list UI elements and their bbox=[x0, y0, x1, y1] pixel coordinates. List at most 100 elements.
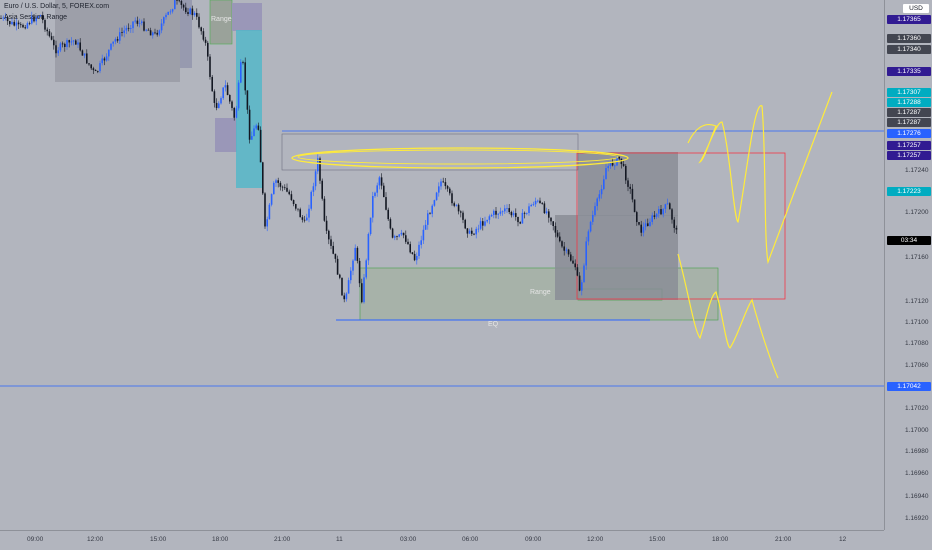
candle-body bbox=[248, 109, 251, 140]
candle-body bbox=[660, 209, 662, 215]
drawing-path-up[interactable] bbox=[687, 91, 833, 265]
drawing-ellipse-2[interactable] bbox=[297, 149, 619, 165]
candle-body bbox=[308, 208, 310, 218]
candle-body bbox=[493, 210, 495, 216]
candle-body bbox=[220, 98, 222, 104]
candle-body bbox=[490, 215, 493, 217]
candle-body bbox=[279, 182, 282, 187]
candle-body bbox=[152, 32, 154, 36]
candle-body bbox=[508, 208, 510, 213]
candle-body bbox=[270, 194, 273, 205]
drawing-ellipse[interactable] bbox=[291, 147, 629, 169]
candle-body bbox=[609, 161, 612, 167]
candle-body bbox=[559, 236, 561, 242]
candle-body bbox=[341, 277, 343, 296]
candle-body bbox=[22, 24, 24, 28]
price-tick-label: 1.17080 bbox=[905, 340, 929, 347]
candle-body bbox=[389, 219, 392, 229]
candle-body bbox=[130, 28, 132, 29]
candle-body bbox=[0, 18, 2, 19]
candle-body bbox=[244, 62, 246, 91]
candle-body bbox=[178, 0, 180, 2]
candle-body bbox=[255, 125, 257, 129]
candle-body bbox=[174, 0, 176, 10]
price-axis[interactable]: 1.17240 1.17200 1.17160 1.17120 1.17100 1.170… bbox=[884, 0, 932, 530]
price-badge: 1.17257 bbox=[887, 141, 931, 150]
candle-body bbox=[165, 14, 167, 18]
candle-body bbox=[110, 43, 112, 50]
currency-label[interactable]: USD bbox=[903, 4, 929, 13]
candle-body bbox=[15, 22, 18, 26]
time-tick-label: 15:00 bbox=[150, 536, 167, 543]
candle-body bbox=[576, 267, 579, 276]
candle-body bbox=[53, 39, 55, 46]
candle-body bbox=[68, 40, 70, 43]
candle-body bbox=[112, 41, 114, 44]
candle-body bbox=[378, 177, 381, 186]
candle-body bbox=[572, 260, 574, 264]
candle-body bbox=[627, 180, 629, 187]
price-tick-label: 1.16920 bbox=[905, 515, 929, 522]
candle-body bbox=[548, 211, 550, 218]
candle-body bbox=[449, 188, 451, 194]
candle-body bbox=[515, 213, 517, 217]
candle-body bbox=[332, 245, 334, 254]
candle-body bbox=[321, 180, 323, 199]
candle-body bbox=[147, 29, 150, 31]
candle-body bbox=[77, 42, 79, 45]
candle-body bbox=[299, 209, 301, 218]
candle-body bbox=[66, 40, 68, 47]
candle-body bbox=[380, 177, 383, 186]
chart-area[interactable]: Euro / U.S. Dollar, 5, FOREX.com Asia Se… bbox=[0, 0, 884, 530]
candle-body bbox=[563, 246, 565, 251]
symbol-title[interactable]: Euro / U.S. Dollar, 5, FOREX.com bbox=[4, 3, 110, 10]
candle-body bbox=[328, 230, 330, 240]
price-badge: 1.17365 bbox=[887, 15, 931, 24]
candle-body bbox=[17, 22, 20, 25]
candle-body bbox=[618, 156, 620, 159]
time-tick-label: 03:00 bbox=[400, 536, 417, 543]
drawing-path-down[interactable] bbox=[677, 253, 779, 379]
candle-body bbox=[167, 11, 169, 15]
candle-body bbox=[416, 256, 418, 261]
candle-body bbox=[486, 219, 488, 222]
time-axis[interactable]: 09:00 12:00 15:00 18:00 21:00 11 03:00 06:00 09:… bbox=[0, 530, 884, 550]
candle-body bbox=[675, 227, 678, 230]
candle-body bbox=[545, 211, 548, 214]
candle-body bbox=[356, 247, 359, 261]
candle-body bbox=[64, 43, 66, 47]
candle-body bbox=[44, 20, 46, 30]
candle-body bbox=[11, 21, 13, 25]
price-chart[interactable] bbox=[0, 0, 884, 530]
price-tick-label: 1.17240 bbox=[905, 167, 929, 174]
candle-body bbox=[578, 275, 581, 291]
time-tick-label: 12:00 bbox=[87, 536, 104, 543]
candle-body bbox=[534, 200, 537, 205]
candle-body bbox=[325, 220, 328, 231]
candle-body bbox=[312, 186, 315, 192]
candle-body bbox=[477, 228, 480, 230]
candle-body bbox=[226, 85, 229, 96]
candle-body bbox=[521, 212, 524, 224]
candle-body bbox=[603, 179, 605, 190]
candle-body bbox=[114, 39, 117, 42]
indicator-title[interactable]: Asia Session Range bbox=[4, 14, 68, 21]
candle-body bbox=[273, 182, 275, 195]
candle-body bbox=[202, 31, 205, 40]
candle-body bbox=[462, 212, 464, 220]
candle-body bbox=[88, 63, 90, 65]
candle-body bbox=[187, 12, 189, 15]
price-tick-label: 1.17060 bbox=[905, 362, 929, 369]
price-tick-label: 1.16960 bbox=[905, 470, 929, 477]
candle-body bbox=[330, 239, 332, 246]
candle-body bbox=[251, 136, 253, 140]
candle-body bbox=[297, 208, 299, 210]
candle-body bbox=[233, 107, 235, 118]
candle-body bbox=[6, 17, 9, 22]
candle-body bbox=[400, 232, 403, 235]
candle-body bbox=[83, 53, 86, 56]
candle-body bbox=[482, 221, 484, 226]
candle-body bbox=[420, 240, 422, 245]
candle-body bbox=[314, 171, 317, 187]
candle-body bbox=[446, 186, 449, 189]
